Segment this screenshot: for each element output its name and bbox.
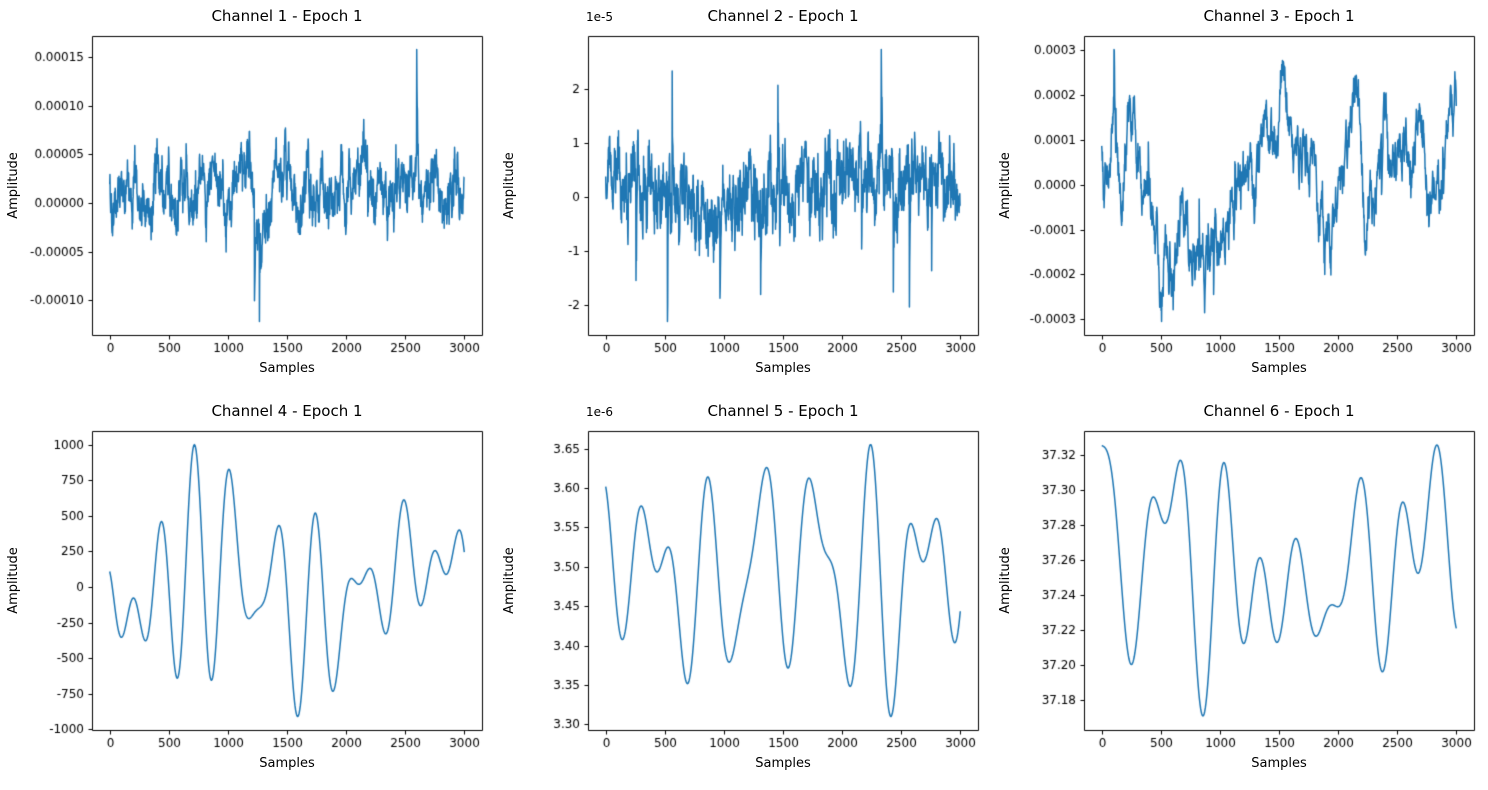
y-axis-offset-text-channel-2: 1e-5 bbox=[586, 10, 613, 24]
plot-canvas-channel-6 bbox=[992, 395, 1488, 790]
plot-title-channel-6: Channel 6 - Epoch 1 bbox=[1203, 402, 1355, 420]
y-axis-label-channel-5: Amplitude bbox=[502, 547, 517, 614]
x-axis-label-channel-2: Samples bbox=[755, 361, 811, 376]
subplot-channel-5: Channel 5 - Epoch 1 Amplitude Samples 1e… bbox=[496, 395, 992, 790]
x-axis-label-channel-4: Samples bbox=[259, 756, 315, 771]
plot-canvas-channel-3 bbox=[992, 0, 1488, 395]
subplot-channel-2: Channel 2 - Epoch 1 Amplitude Samples 1e… bbox=[496, 0, 992, 395]
x-axis-label-channel-1: Samples bbox=[259, 361, 315, 376]
x-axis-label-channel-3: Samples bbox=[1251, 361, 1307, 376]
subplot-channel-4: Channel 4 - Epoch 1 Amplitude Samples bbox=[0, 395, 496, 790]
y-axis-label-channel-2: Amplitude bbox=[502, 152, 517, 219]
x-axis-label-channel-6: Samples bbox=[1251, 756, 1307, 771]
plot-title-channel-5: Channel 5 - Epoch 1 bbox=[707, 402, 859, 420]
y-axis-label-channel-4: Amplitude bbox=[6, 547, 21, 614]
y-axis-label-channel-3: Amplitude bbox=[998, 152, 1013, 219]
y-axis-offset-text-channel-5: 1e-6 bbox=[586, 405, 613, 419]
subplot-channel-6: Channel 6 - Epoch 1 Amplitude Samples bbox=[992, 395, 1488, 790]
plot-title-channel-1: Channel 1 - Epoch 1 bbox=[211, 7, 363, 25]
plot-canvas-channel-4 bbox=[0, 395, 496, 790]
plot-title-channel-2: Channel 2 - Epoch 1 bbox=[707, 7, 859, 25]
plot-title-channel-3: Channel 3 - Epoch 1 bbox=[1203, 7, 1355, 25]
y-axis-label-channel-1: Amplitude bbox=[6, 152, 21, 219]
plot-canvas-channel-1 bbox=[0, 0, 496, 395]
subplot-channel-1: Channel 1 - Epoch 1 Amplitude Samples bbox=[0, 0, 496, 395]
y-axis-label-channel-6: Amplitude bbox=[998, 547, 1013, 614]
plot-canvas-channel-5 bbox=[496, 395, 992, 790]
plot-canvas-channel-2 bbox=[496, 0, 992, 395]
x-axis-label-channel-5: Samples bbox=[755, 756, 811, 771]
subplot-channel-3: Channel 3 - Epoch 1 Amplitude Samples bbox=[992, 0, 1488, 395]
plot-title-channel-4: Channel 4 - Epoch 1 bbox=[211, 402, 363, 420]
